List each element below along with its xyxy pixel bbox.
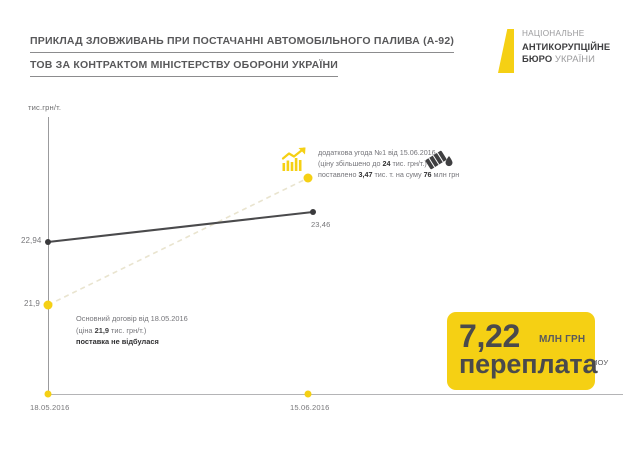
page-title-line-1: ПРИКЛАД ЗЛОВЖИВАНЬ ПРИ ПОСТАЧАННІ АВТОМО… <box>30 32 455 53</box>
annotation-top-line-2-value: 24 <box>382 159 391 168</box>
x-axis-line <box>48 394 623 395</box>
annotation-top-line-3-pre: поставлено <box>318 170 359 179</box>
market-point-end <box>310 209 316 215</box>
page-title: ПРИКЛАД ЗЛОВЖИВАНЬ ПРИ ПОСТАЧАННІ АВТОМО… <box>30 32 460 77</box>
annotation-left-line-2-pre: (ціна <box>76 325 95 335</box>
overpayment-callout: 7,22 млн грн переплата <box>447 312 598 390</box>
annotation-left-line-2: (ціна 21,9 тис. грн/т.) <box>76 325 276 337</box>
logo-line-3: БЮРО УКРАЇНИ <box>522 53 610 66</box>
annotation-left-line-3: поставка не відбулася <box>76 337 159 346</box>
logo-line-3-light: УКРАЇНИ <box>554 53 595 64</box>
logo-line-1: НАЦІОНАЛЬНЕ <box>522 29 585 38</box>
growth-chart-icon <box>281 147 306 171</box>
callout-unit: млн грн <box>539 334 586 345</box>
annotation-top-line-2-post: тис. грн/т.) <box>390 159 427 168</box>
annotation-top-line-3-post: млн грн <box>431 170 460 179</box>
x-axis-point-left <box>44 390 52 398</box>
annotation-top-line-1: додаткова угода №1 від 15.06.2016 <box>318 148 436 157</box>
series-contract-line <box>47 177 309 306</box>
logo-line-3-bold: БЮРО <box>522 53 553 64</box>
y-tick-label-2294: 22,94 <box>21 236 42 245</box>
logo-line-2: АНТИКОРУПЦІЙНЕ <box>522 40 611 52</box>
callout-word: переплата <box>459 349 598 379</box>
annotation-left-line-1: Основний договір від 18.05.2016 <box>76 314 188 323</box>
callout-amount: 7,22 <box>459 318 521 354</box>
chart-svg <box>43 173 316 398</box>
annotation-left-line-2-post: тис. грн/т.) <box>108 325 147 335</box>
oil-barrel-icon <box>425 150 453 170</box>
annotation-top-line-2-pre: (ціну збільшено до <box>318 159 383 168</box>
contract-point-start <box>43 300 53 310</box>
data-label-2346: 23,46 <box>311 220 331 229</box>
y-tick-label-219: 21,9 <box>24 299 40 308</box>
logo-text: НАЦІОНАЛЬНЕ АНТИКОРУПЦІЙНЕ БЮРО УКРАЇНИ <box>522 28 610 66</box>
y-axis-line <box>48 117 49 394</box>
annotation-top: додаткова угода №1 від 15.06.2016 (ціну … <box>318 147 468 180</box>
series-market-line <box>47 211 314 243</box>
header: ПРИКЛАД ЗЛОВЖИВАНЬ ПРИ ПОСТАЧАННІ АВТОМО… <box>0 0 640 95</box>
x-axis-point-right <box>304 390 312 398</box>
market-point-start <box>45 239 51 245</box>
annotation-left: Основний договір від 18.05.2016 (ціна 21… <box>76 313 276 348</box>
nabu-logo: НАЦІОНАЛЬНЕ АНТИКОРУПЦІЙНЕ БЮРО УКРАЇНИ <box>498 28 618 76</box>
annotation-top-line-3-volume: 3,47 <box>358 170 373 179</box>
logo-mark-icon <box>498 29 514 73</box>
annotation-top-line-3-sum: 76 <box>423 170 432 179</box>
annotation-top-line-3: поставлено 3,47 тис. т. на суму 76 млн г… <box>318 169 468 180</box>
annotation-top-line-2: (ціну збільшено до 24 тис. грн/т.) <box>318 158 468 169</box>
contract-point-end <box>303 173 313 183</box>
x-tick-label-right: 15.06.2016 <box>290 403 330 412</box>
annotation-left-line-2-value: 21,9 <box>94 325 109 335</box>
x-tick-label-left: 18.05.2016 <box>30 403 70 412</box>
page-title-line-2: ТОВ ЗА КОНТРАКТОМ МІНІСТЕРСТВУ ОБОРОНИ У… <box>30 56 339 77</box>
y-axis-label: тис.грн/т. <box>28 103 62 112</box>
annotation-top-line-3-mid: тис. т. на суму <box>372 170 424 179</box>
